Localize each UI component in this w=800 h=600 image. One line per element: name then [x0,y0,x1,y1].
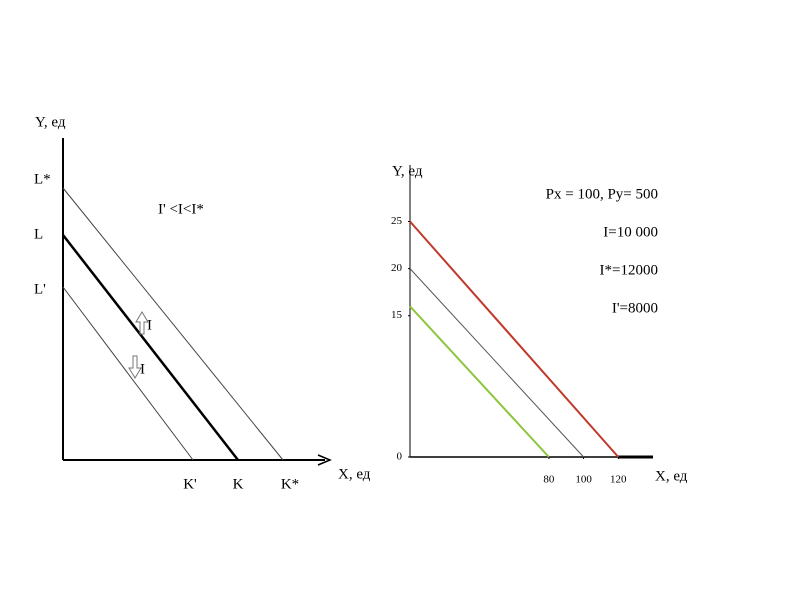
y-label: L' [34,281,46,297]
y-label: L [34,226,43,242]
x-tick-label: 100 [575,474,592,486]
shift-label: I [147,317,152,333]
x-label: K' [183,476,197,492]
y-tick-label: 25 [391,215,403,227]
annotation: I' <I<I* [158,201,204,217]
annotation: I'=8000 [612,300,658,316]
x-label: K* [281,476,299,492]
x-tick-label: 120 [610,474,627,486]
left-diagram: Y, ед L* L L' K' K K* X, ед I' <I<I* I I [34,114,371,492]
y-tick-label: 20 [391,262,403,274]
arrow-down [128,355,142,379]
annotation: Px = 100, Py= 500 [546,186,658,202]
budget-line-low [62,286,194,461]
budget-line [409,305,550,458]
x-axis-arrow [317,454,332,466]
y-tick-label: 0 [397,451,403,463]
budget-line [409,268,584,458]
y-axis-label: Y, ед [35,114,66,130]
budget-line-high [62,187,284,461]
y-axis-label: Y, ед [392,163,423,179]
x-label: K [233,476,244,492]
y-tick-label: 15 [391,309,403,321]
x-axis-label: X, ед [655,468,688,484]
budget-line-base [62,234,239,461]
annotation: I*=12000 [600,262,658,278]
annotation: I=10 000 [603,224,658,240]
x-axis-label: X, ед [338,466,371,482]
budget-line [409,220,620,458]
y-label: L* [34,171,51,187]
right-chart: 0 15 20 25 80 100 120 Y, ед X, ед Px = 100, Py= 5… [391,163,688,485]
arrow-up [135,311,149,335]
shift-label: I [140,361,145,377]
x-tick-label: 80 [543,474,555,486]
